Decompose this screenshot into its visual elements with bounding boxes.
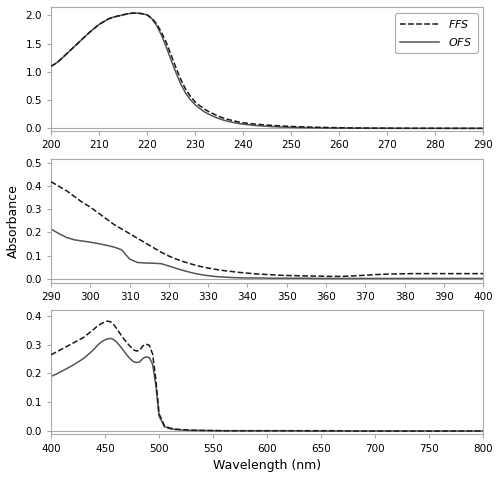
- X-axis label: Wavelength (nm): Wavelength (nm): [213, 459, 321, 472]
- Y-axis label: Absorbance: Absorbance: [7, 184, 20, 258]
- Legend: $FFS$, $OFS$: $FFS$, $OFS$: [395, 12, 477, 53]
